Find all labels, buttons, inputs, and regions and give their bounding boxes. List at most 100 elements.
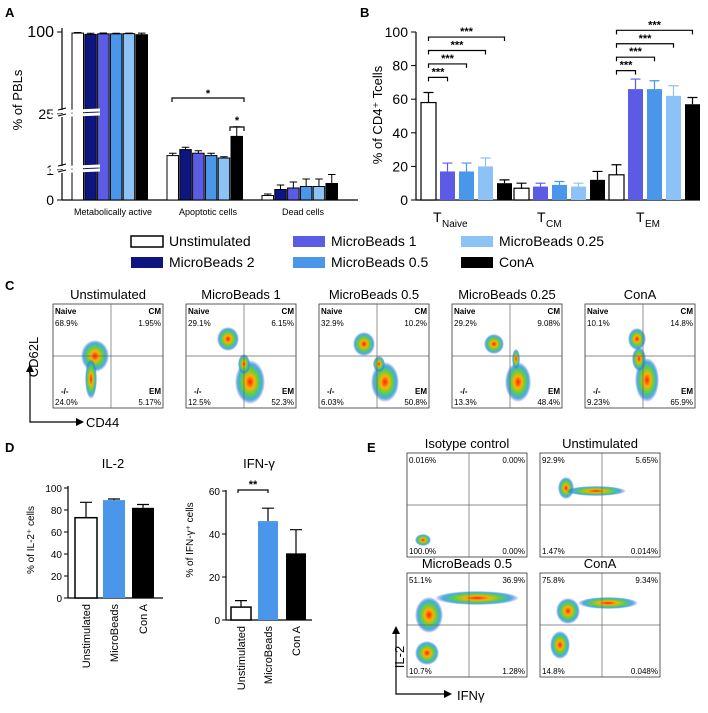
panel-b-ytick-label: 0 (400, 192, 408, 208)
panel-a-errorbar-microbeads-2-1 (181, 146, 190, 150)
panel-c-density-blob (632, 347, 646, 371)
panel-c-quad-value-em: 65.9% (670, 398, 693, 407)
panel-a-errorbar-microbeads-1-2 (289, 181, 298, 188)
panel-b-errorbar-cona-1 (592, 170, 603, 180)
panel-c-density-blob (512, 349, 520, 369)
panel-a-errorbar-unstimulated-0 (74, 32, 82, 34)
panel-d1-ylabel: % of IL-2⁺ cells (26, 506, 37, 574)
panel-b-bar-unstimulated-1 (513, 187, 530, 201)
panel-b-errorbar-unstimulated-0 (423, 91, 434, 103)
panel-d1-ytick-label: 60 (51, 528, 63, 539)
panel-c-quad-label-em: EM (282, 387, 294, 396)
panel-b-bar-microbeads-0-5-0 (459, 171, 474, 200)
panel-d2-sig: ** (249, 479, 258, 491)
panel-b-errorbar-cona-2 (687, 96, 698, 105)
panel-c-quad-label-cm: CM (548, 307, 561, 316)
legend-swatch-mb1 (293, 236, 325, 247)
panel-d-charts: IL-2 IFN-γ % of IL-2⁺ cells % of IFN-γ⁺ … (26, 456, 312, 690)
panel-e-density-blob (556, 598, 580, 624)
panel-a-axis-break-marks (57, 107, 67, 173)
panel-d2-bar-unstimulated (230, 606, 252, 621)
panel-a-errorbar-unstimulated-1 (169, 152, 177, 156)
panel-d1-errorbar-unstimulated (80, 501, 92, 518)
panel-b-errorbar-microbeads-0-5-0 (461, 162, 472, 172)
panel-e-density-blob (435, 591, 519, 605)
panel-e-quad-value-ll: 10.7% (409, 667, 432, 676)
legend-label-unstim: Unstimulated (169, 233, 251, 249)
panel-c-plot-title: MicroBeads 0.5 (329, 287, 419, 302)
panel-a-errorbar-microbeads-2-2 (276, 184, 285, 190)
panel-a-bar-microbeads-0-25-0 (122, 33, 136, 201)
panel-a-errorbar-microbeads-0-25-1 (220, 156, 228, 158)
panel-b-xtick-em: T EM (636, 209, 660, 230)
panel-c-density-blob (85, 359, 97, 399)
panel-b-sig-bracket (615, 56, 656, 62)
panel-d2-errorbar-microbeads (262, 507, 274, 522)
panel-b-bar-microbeads-1-1 (533, 186, 548, 200)
panel-d1-xtick-unstimulated: Unstimulated (81, 604, 93, 668)
panel-e-plot-title: Unstimulated (562, 436, 638, 451)
panel-d1-ytick-label: 100 (45, 484, 62, 495)
panel-a-chart: % of PBLs 0 1 25 100 * * Metabolically acti… (10, 24, 358, 217)
panel-d2-ylabel: % of IFN-γ⁺ cells (185, 502, 196, 577)
legend-swatch-cona (461, 257, 493, 268)
panel-a-bar-cona-0 (135, 34, 148, 201)
svg-text:EM: EM (645, 219, 660, 230)
panel-a-errorbar-cona-1 (233, 126, 241, 137)
panel-c-quad-label-dn: -/- (194, 387, 202, 396)
panel-e-plot-title: Isotype control (425, 436, 510, 451)
panel-b-bar-microbeads-1-2 (628, 89, 643, 200)
panel-d1-errorbar-microbeads (108, 498, 120, 501)
legend-swatch-mb2 (131, 257, 163, 268)
panel-d2-errorbar-con-a (290, 529, 302, 554)
panel-c-quad-label-cm: CM (681, 307, 694, 316)
panel-a-bar-microbeads-2-1 (179, 149, 192, 201)
panel-a-bar-microbeads-1-2 (287, 187, 300, 201)
panel-a-errorbar-microbeads-0-25-0 (125, 32, 133, 34)
panel-e-density-blob (566, 486, 626, 496)
panel-a-xtick-apoptotic: Apoptotic cells (179, 207, 238, 217)
panel-b-bar-cona-2 (685, 104, 700, 200)
panel-e-quad-value-ul: 51.1% (409, 576, 432, 585)
panel-b-sig-label: *** (460, 26, 474, 38)
panel-e-quad-value-ll: 14.8% (542, 667, 565, 676)
panel-b-bar-cona-0 (497, 183, 512, 200)
panel-b-bar-microbeads-0-5-2 (647, 89, 662, 200)
panel-e-quad-value-ur: 0.00% (502, 456, 525, 465)
panel-b-errorbar-microbeads-0-5-2 (649, 80, 660, 90)
panel-d2-bar-microbeads (258, 521, 278, 620)
panel-a-errorbar-microbeads-0-5-1 (207, 152, 215, 156)
panel-e-quad-value-ur: 36.9% (502, 576, 525, 585)
panel-a-errorbar-cona-2 (328, 174, 336, 184)
panel-b-bar-cona-1 (590, 179, 605, 200)
panel-c-quad-value-naive: 32.9% (321, 319, 344, 328)
panel-a-ytick-label: 1 (46, 162, 54, 178)
panel-c-density-blob (217, 327, 239, 351)
panel-d2-errorbar-unstimulated (235, 600, 247, 608)
panel-d1-ytick-label: 20 (51, 572, 63, 583)
panel-c-density-blob (505, 362, 531, 402)
panel-c-quad-label-dn: -/- (460, 387, 468, 396)
panel-c-density-blob (373, 356, 385, 372)
panel-a-bar-microbeads-1-0 (97, 33, 110, 201)
panel-a-ytick-label: 100 (27, 24, 54, 41)
panel-b-sig-bracket (615, 29, 694, 35)
panel-e-quad-value-ur: 5.65% (635, 456, 658, 465)
panel-c-density-blob (628, 328, 646, 350)
panel-e-plot-title: MicroBeads 0.5 (422, 556, 512, 571)
panel-e-xlabel: IFNγ (457, 688, 485, 703)
panel-c-axis-arrows (29, 368, 80, 423)
panel-c-quad-label-em: EM (681, 387, 693, 396)
panel-e-quad-value-lr: 0.00% (502, 547, 525, 556)
panel-b-errorbar-microbeads-0-5-1 (554, 180, 565, 185)
panel-b-sig-label: *** (648, 19, 662, 31)
panel-e-ylabel: IL-2 (392, 646, 407, 668)
panel-e-quad-value-ul: 0.016% (409, 456, 436, 465)
panel-c-plot-title: ConA (624, 287, 657, 302)
panel-c-quad-label-naive: Naive (587, 307, 609, 316)
panel-a-sig-bracket-2 (229, 126, 245, 131)
panel-d2-bar-con-a (286, 553, 306, 620)
panel-b-bar-unstimulated-0 (420, 101, 437, 201)
panel-c-quad-value-dn: 24.0% (55, 398, 78, 407)
